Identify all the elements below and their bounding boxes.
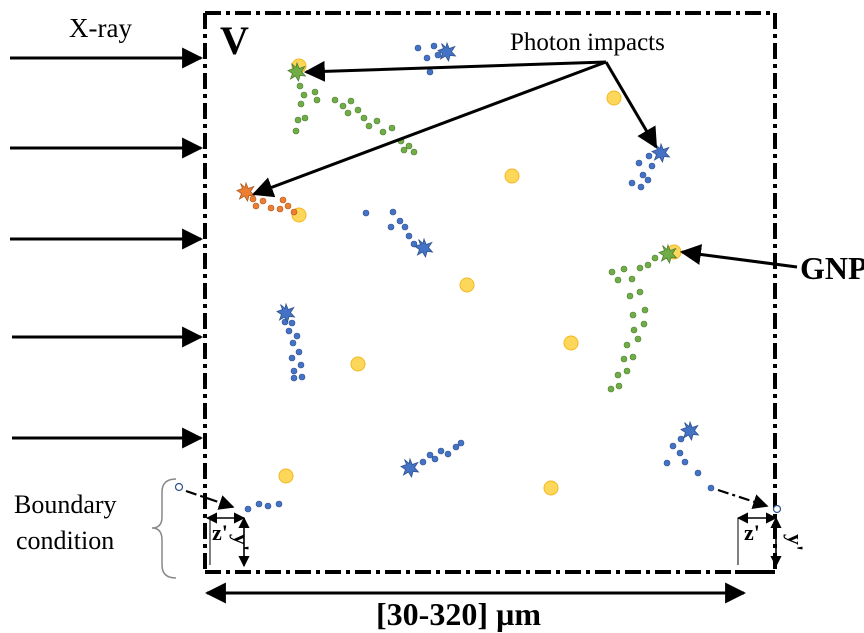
boundary-dot — [174, 482, 184, 492]
boundary-dot — [772, 504, 782, 514]
y-prime-left: y' — [229, 534, 254, 552]
boundary-right — [717, 488, 782, 568]
gnp-label: GNP — [800, 250, 864, 286]
xray-arrows — [10, 47, 204, 449]
boundary-condition-label-line1: Boundary — [14, 490, 117, 519]
gnp-10 — [543, 480, 559, 496]
width-range-label: [30-320] µm — [376, 596, 542, 632]
z-prime-right: z' — [744, 520, 760, 545]
starburst-icon — [276, 302, 296, 324]
volume-box — [203, 11, 777, 574]
gnp-9 — [278, 468, 294, 484]
boundary-brace — [151, 478, 177, 579]
green-tracks — [292, 82, 659, 393]
boundary-left — [174, 482, 250, 568]
starburst-icon — [414, 237, 434, 259]
gnp-3 — [504, 168, 520, 184]
gold-nanoparticles — [278, 58, 682, 496]
gnp-7 — [563, 335, 579, 351]
starburst-icon — [658, 243, 678, 265]
orange-track — [249, 195, 298, 216]
z-prime-left: z' — [212, 520, 228, 545]
blue-tracks — [244, 42, 715, 513]
gnp-8 — [350, 356, 366, 372]
boundary-condition-label-line2: condition — [16, 526, 115, 555]
photon-impact-pointers — [252, 60, 658, 198]
photon-impacts-label: Photon impacts — [510, 29, 665, 56]
xray-label: X-ray — [69, 13, 132, 43]
starburst-icon — [400, 457, 420, 479]
starburst-icon — [287, 61, 307, 83]
gnp-2 — [606, 90, 622, 106]
starburst-icon — [437, 41, 457, 63]
volume-label: V — [220, 18, 249, 63]
starburst-icon — [680, 420, 700, 442]
gnp-pointer — [679, 244, 798, 269]
y-prime-right: y' — [783, 534, 808, 552]
gnp-6 — [459, 277, 475, 293]
photon-impact-starbursts — [236, 41, 700, 479]
